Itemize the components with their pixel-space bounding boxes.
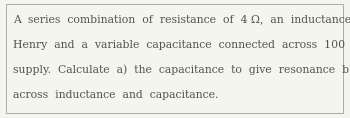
FancyBboxPatch shape — [6, 4, 343, 113]
Text: Henry  and  a  variable  capacitance  connected  across  100  V  ,50  Hz: Henry and a variable capacitance connect… — [13, 40, 350, 50]
Text: A  series  combination  of  resistance  of  4 Ω,  an  inductance  of  0.5: A series combination of resistance of 4 … — [13, 14, 350, 24]
Text: across  inductance  and  capacitance.: across inductance and capacitance. — [13, 90, 219, 100]
Text: supply.  Calculate  a)  the  capacitance  to  give  resonance  b)  the  voltage: supply. Calculate a) the capacitance to … — [13, 65, 350, 76]
